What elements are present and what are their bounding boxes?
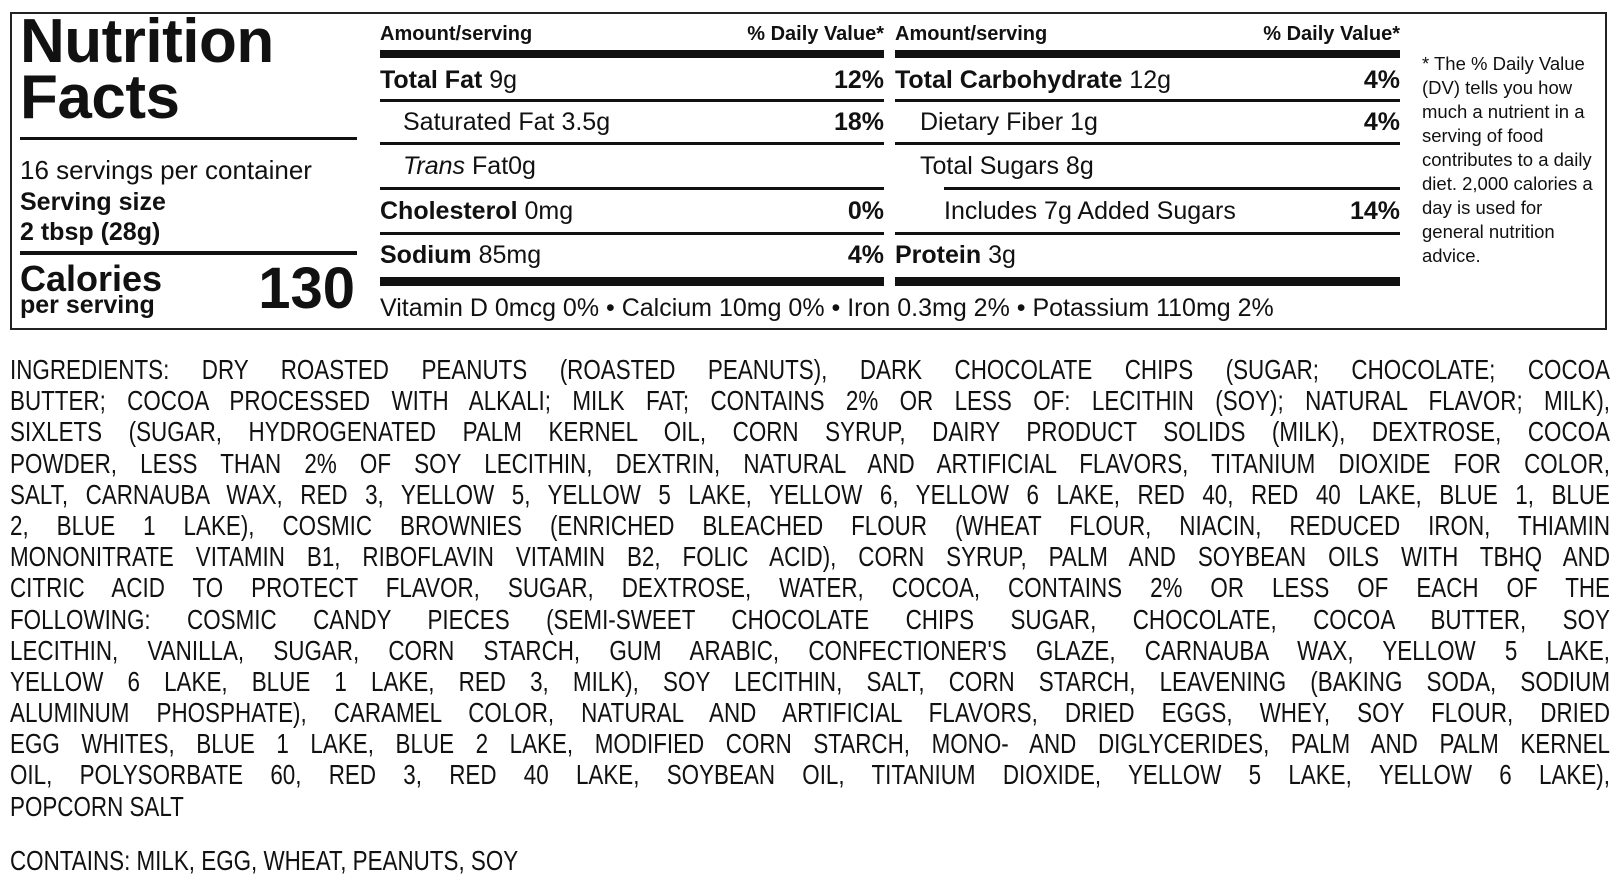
ingredients-line: POWDER, LESS THAN 2% OF SOY LECITHIN, DE… xyxy=(10,447,1610,479)
nutrition-facts-panel xyxy=(10,12,1607,330)
nutrient-dv: 0% xyxy=(847,197,884,225)
calories-per-serving: per serving xyxy=(20,291,155,319)
nutrient-name: Total Sugars xyxy=(920,152,1059,180)
nutrient-row-cholesterol: Cholesterol 0mg 0% xyxy=(380,196,884,226)
nutrient-row-protein: Protein 3g xyxy=(895,240,1400,270)
ingredients-line: INGREDIENTS: DRY ROASTED PEANUTS (ROASTE… xyxy=(10,354,1610,385)
nutrient-column-right: Amount/serving % Daily Value* Total Carb… xyxy=(895,0,1400,330)
nutrient-name: Saturated Fat xyxy=(403,108,555,136)
ingredients-line: BUTTER; COCOA PROCESSED WITH ALKALI; MIL… xyxy=(10,385,1610,417)
title-line-1: Nutrition xyxy=(20,7,274,76)
nutrient-amount: 0g xyxy=(508,152,536,180)
nutrient-amount: 8g xyxy=(1065,152,1094,180)
daily-value-footnote: * The % Daily Value (DV) tells you how m… xyxy=(1422,53,1593,266)
nutrient-dv: 4% xyxy=(847,241,884,269)
nutrient-dv: 14% xyxy=(1349,197,1400,225)
nutrient-amount: 3g xyxy=(988,241,1016,269)
thick-divider xyxy=(380,277,884,286)
divider xyxy=(20,251,357,255)
nutrient-row-total-fat: Total Fat 9g 12% xyxy=(380,65,884,95)
divider xyxy=(20,137,357,140)
nutrient-row-total-carbohydrate: Total Carbohydrate 12g 4% xyxy=(895,65,1400,95)
nutrient-row-trans-fat: Trans Fat0g xyxy=(380,151,884,181)
ingredients-line: FOLLOWING: COSMIC CANDY PIECES (SEMI-SWE… xyxy=(10,603,1610,635)
amount-header: Amount/serving xyxy=(895,23,1048,45)
thick-divider xyxy=(895,277,1400,286)
nutrient-name: Protein xyxy=(895,241,982,269)
calories-value: 130 xyxy=(258,256,355,321)
divider xyxy=(895,99,1400,102)
servings-per-container: 16 servings per container xyxy=(20,155,312,185)
ingredients-line: SIXLETS (SUGAR, HYDROGENATED PALM KERNEL… xyxy=(10,416,1610,448)
ingredients-line: CITRIC ACID TO PROTECT FLAVOR, SUGAR, DE… xyxy=(10,572,1610,604)
divider xyxy=(380,99,884,102)
ingredients-line: SALT, CARNAUBA WAX, RED 3, YELLOW 5, YEL… xyxy=(10,478,1610,510)
ingredients-line: POPCORN SALT xyxy=(10,790,184,822)
nutrient-amount: 12g xyxy=(1129,66,1172,94)
serving-size-value: 2 tbsp (28g) xyxy=(20,218,161,246)
vitamins-minerals: Vitamin D 0mcg 0% • Calcium 10mg 0% • Ir… xyxy=(380,294,1274,322)
nutrient-amount: 9g xyxy=(489,66,518,94)
nutrient-amount: 0mg xyxy=(524,197,574,225)
nutrient-dv: 4% xyxy=(1363,108,1400,136)
nutrient-name: Sodium xyxy=(380,241,472,269)
nutrient-row-saturated-fat: Saturated Fat 3.5g 18% xyxy=(380,107,884,137)
serving-size-label: Serving size xyxy=(20,188,166,216)
nutrient-row-added-sugars: Includes 7g Added Sugars 14% xyxy=(895,196,1400,226)
nutrient-amount: 3.5g xyxy=(561,108,611,136)
nutrient-name-rest: Fat xyxy=(472,152,509,180)
nutrient-name: Total Carbohydrate xyxy=(895,66,1123,94)
nutrient-row-dietary-fiber: Dietary Fiber 1g 4% xyxy=(895,107,1400,137)
nutrient-dv: 18% xyxy=(833,108,884,136)
ingredients-line: YELLOW 6 LAKE, BLUE 1 LAKE, RED 3, MILK)… xyxy=(10,665,1610,697)
ingredients-line: OIL, POLYSORBATE 60, RED 3, RED 40 LAKE,… xyxy=(10,759,1610,791)
nutrient-amount: 1g xyxy=(1070,108,1098,136)
nutrient-dv: 4% xyxy=(1363,66,1400,94)
divider xyxy=(380,232,884,235)
nutrient-name: Includes 7g Added Sugars xyxy=(944,197,1236,225)
ingredients-line: 2, BLUE 1 LAKE), COSMIC BROWNIES (ENRICH… xyxy=(10,509,1610,541)
amount-header: Amount/serving xyxy=(380,23,533,45)
nutrient-row-total-sugars: Total Sugars 8g xyxy=(895,151,1400,181)
nutrition-facts-title: Nutrition Facts xyxy=(20,7,274,132)
thick-divider xyxy=(380,50,884,58)
calories-label: Calories xyxy=(20,258,163,299)
title-line-2: Facts xyxy=(20,63,180,132)
divider xyxy=(944,187,1400,190)
divider xyxy=(895,142,1400,145)
nutrient-name: Cholesterol xyxy=(380,197,518,225)
divider xyxy=(895,232,1400,235)
ingredients-line: EGG WHITES, BLUE 1 LAKE, BLUE 2 LAKE, MO… xyxy=(10,728,1610,760)
nutrient-row-sodium: Sodium 85mg 4% xyxy=(380,240,884,270)
nutrient-name: Trans xyxy=(403,152,466,180)
ingredients-line: ALUMINUM PHOSPHATE), CARAMEL COLOR, NATU… xyxy=(10,697,1610,729)
nutrient-name: Total Fat xyxy=(380,66,483,94)
divider xyxy=(380,187,884,190)
thick-divider xyxy=(895,50,1400,58)
allergen-statement: CONTAINS: MILK, EGG, WHEAT, PEANUTS, SOY xyxy=(10,845,519,876)
ingredients-list: INGREDIENTS: DRY ROASTED PEANUTS (ROASTE… xyxy=(10,354,1610,822)
divider xyxy=(380,142,884,145)
nutrient-amount: 85mg xyxy=(478,241,542,269)
daily-value-header: % Daily Value* xyxy=(747,23,884,45)
daily-value-header: % Daily Value* xyxy=(1263,23,1400,45)
ingredients-line: LECITHIN, VANILLA, SUGAR, CORN STARCH, G… xyxy=(10,634,1610,666)
nutrient-dv: 12% xyxy=(833,66,884,94)
nutrient-column-left: Amount/serving % Daily Value* Total Fat … xyxy=(380,0,884,330)
ingredients-line: MONONITRATE VITAMIN B1, RIBOFLAVIN VITAM… xyxy=(10,541,1610,573)
nutrient-name: Dietary Fiber xyxy=(920,108,1064,136)
